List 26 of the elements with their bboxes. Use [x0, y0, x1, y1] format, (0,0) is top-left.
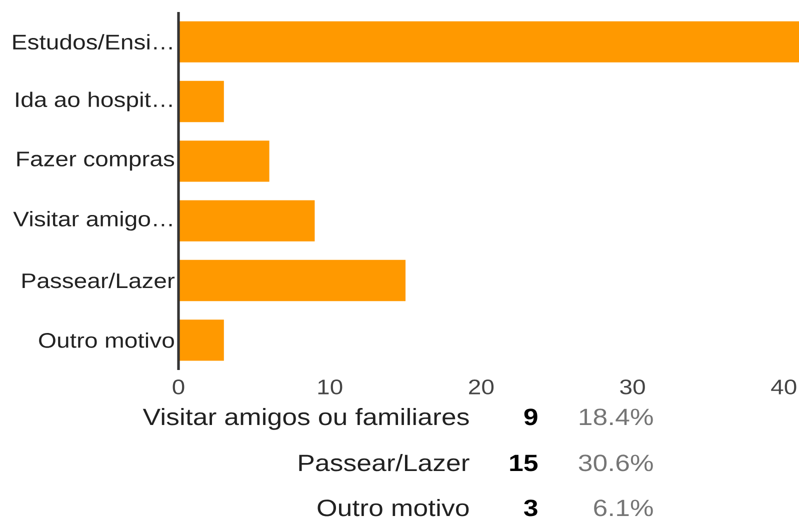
x-tick-label: 0 [172, 380, 184, 394]
text: Visitar amigos ou familiares [142, 408, 469, 430]
bar [178, 140, 270, 182]
x-tick-label: 20 [469, 380, 494, 394]
y-tick-label: Ida ao hospit… [16, 92, 172, 112]
bar [178, 320, 224, 361]
text: 15 [510, 454, 538, 472]
y-tick-label: Outro motivo [39, 332, 174, 348]
bar [178, 21, 799, 62]
y-tick-label: Visitar amigo… [13, 211, 172, 231]
text: Outro motivo [318, 498, 469, 516]
text: 3 [524, 500, 538, 516]
bar [178, 80, 224, 122]
text: 30.6% [578, 454, 653, 472]
x-tick-label: 40 [771, 380, 796, 394]
y-tick-label: Fazer compras [17, 152, 174, 171]
bar [178, 260, 406, 302]
x-tick-label: 10 [318, 380, 342, 394]
y-tick-label: Passear/Lazer [22, 272, 175, 288]
text: 18.4% [580, 408, 653, 426]
y-tick-label: Estudos/Ensi… [13, 34, 172, 50]
text: Passear/Lazer [299, 454, 470, 472]
bar [178, 200, 315, 242]
text: 9 [524, 408, 538, 426]
x-tick-label: 30 [620, 380, 645, 394]
text: 6.1% [594, 500, 653, 516]
